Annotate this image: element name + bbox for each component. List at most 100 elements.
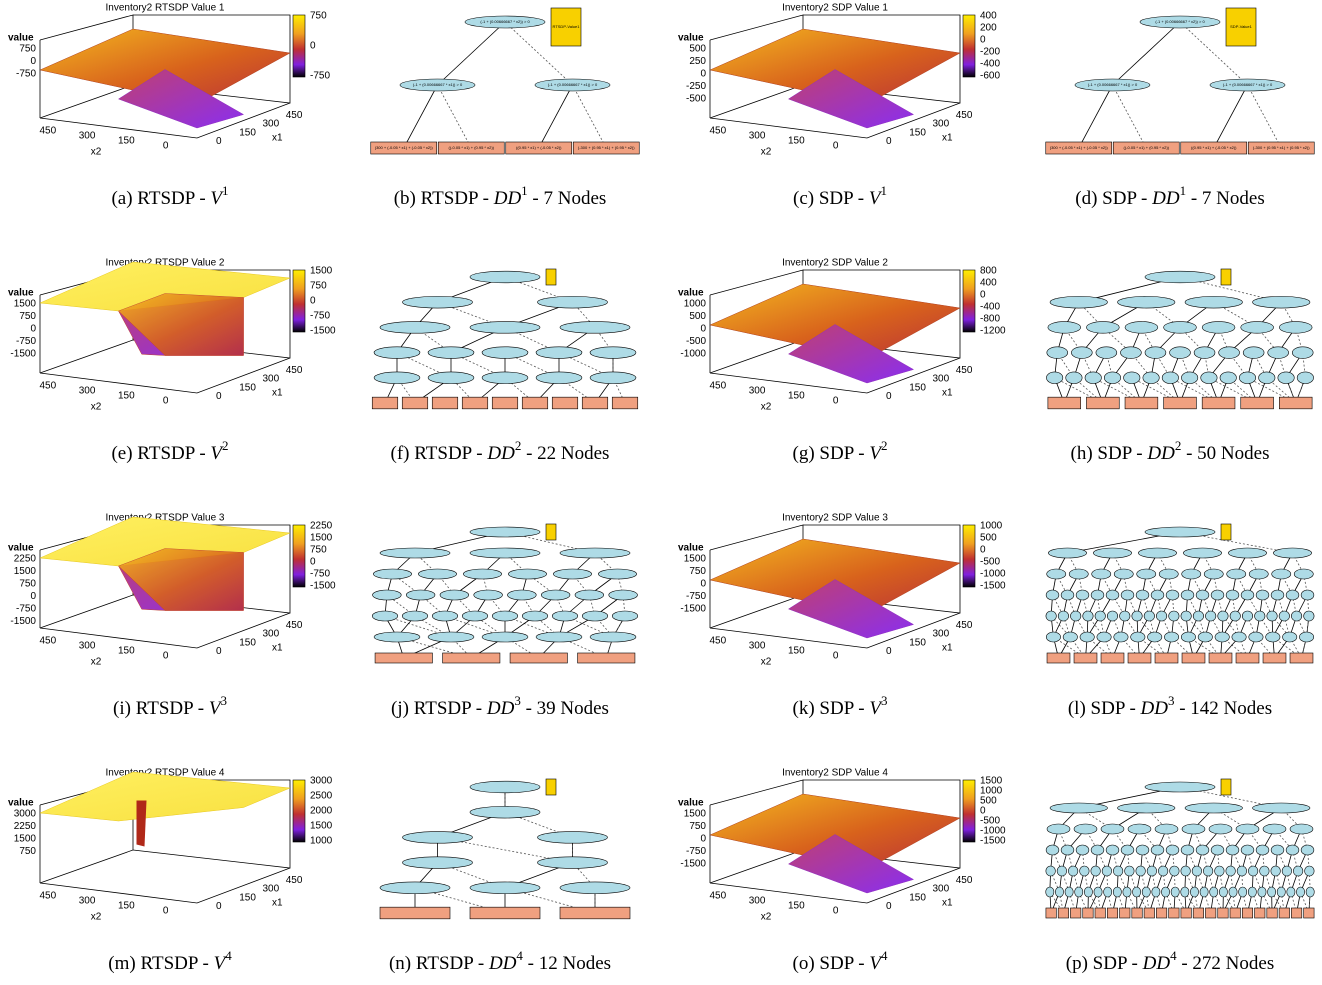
caption-prefix: (a) RTSDP - (111, 188, 210, 209)
colorbar-tick-label: 500 (980, 533, 997, 544)
x1-tick-label: 450 (286, 365, 303, 376)
x1-axis-label: x1 (942, 133, 953, 144)
decision-node (1166, 590, 1179, 600)
caption: (b) RTSDP - DD1 - 7 Nodes (394, 183, 607, 209)
leaf-node (1169, 908, 1179, 918)
decision-node (1170, 347, 1191, 359)
decision-node (1069, 569, 1088, 579)
leaf-node (1074, 653, 1097, 663)
decision-node (1080, 632, 1094, 642)
z-tick-label: 750 (689, 821, 706, 832)
decision-node (508, 569, 546, 579)
colorbar-tick-label: -1500 (310, 326, 336, 337)
decision-node (1136, 845, 1149, 855)
leaf-node (380, 907, 450, 919)
leaf-node (578, 653, 635, 663)
leaf-node (432, 397, 458, 409)
leaf-node (522, 397, 548, 409)
z-tick-label: -750 (686, 846, 706, 857)
caption-symbol: DD (486, 443, 515, 464)
decision-node (462, 611, 488, 621)
decision-node (1133, 887, 1141, 897)
decision-node (470, 322, 540, 334)
x1-tick-label: 300 (262, 884, 279, 895)
node-label: (-1 + (0.00666667 * x1)) > 0 (1088, 82, 1138, 87)
leaf-node (1120, 908, 1130, 918)
decision-node (1229, 887, 1237, 897)
leaf-node (402, 397, 428, 409)
decision-node (1120, 347, 1141, 359)
x1-tick-label: 450 (956, 620, 973, 631)
edge (1214, 85, 1248, 148)
decision-node (1181, 866, 1191, 876)
decision-node (1253, 296, 1310, 308)
decision-node (1181, 372, 1197, 384)
z-tick-label: 2250 (14, 554, 37, 565)
leaf-node (1181, 908, 1191, 918)
x2-tick-label: 450 (710, 126, 727, 137)
leaf-node (1156, 908, 1166, 918)
decision-node (1046, 611, 1056, 621)
z-tick-label: -750 (686, 591, 706, 602)
decision-node (1047, 824, 1070, 834)
caption-suffix: - 7 Nodes (1186, 188, 1265, 209)
decision-node (1148, 632, 1162, 642)
leaf-node (1290, 653, 1313, 663)
decision-node (1301, 845, 1314, 855)
decision-node (492, 611, 518, 621)
decision-node (1291, 611, 1301, 621)
z-tick-label: 1000 (684, 299, 707, 310)
decision-node (1190, 887, 1198, 897)
x2-axis-label: x2 (761, 657, 772, 668)
decision-node (380, 322, 450, 334)
edge (438, 85, 472, 148)
colorbar (963, 780, 975, 842)
leaf-node (462, 397, 488, 409)
leaf-node (1182, 653, 1205, 663)
z-axis-label: value (678, 798, 704, 809)
x2-tick-label: 300 (749, 641, 766, 652)
decision-node (1228, 548, 1266, 558)
decision-node (1142, 887, 1150, 897)
caption-prefix: (l) SDP - (1068, 698, 1141, 719)
decision-node (508, 590, 537, 600)
decision-node (1131, 632, 1145, 642)
decision-node (1164, 632, 1178, 642)
leaf-label: (-300 + (0.95 * x1) + (0.95 * x2)) (578, 145, 635, 150)
x2-axis-label: x2 (761, 147, 772, 158)
z-tick-label: -750 (16, 336, 36, 347)
node-label: (-1 + (0.00666667 * x1)) > 0 (413, 82, 463, 87)
caption-prefix: (o) SDP - (793, 953, 870, 974)
x1-tick-label: 450 (286, 620, 303, 631)
x2-tick-label: 0 (833, 906, 839, 917)
decision-node (470, 271, 540, 283)
leaf-node (492, 397, 518, 409)
caption-prefix: (i) RTSDP - (113, 698, 209, 719)
z-tick-label: -500 (686, 94, 706, 105)
decision-node (1242, 611, 1252, 621)
x2-tick-label: 0 (163, 396, 169, 407)
leaf-label: (300 + (-0.05 * x1) + (-0.05 * x2)) (375, 145, 434, 150)
x2-axis-label: x2 (761, 912, 772, 923)
decision-node (1161, 887, 1169, 897)
decision-node (1273, 548, 1311, 558)
leaf-node (1132, 908, 1142, 918)
decision-node (1258, 887, 1266, 897)
edge (1248, 85, 1282, 148)
leaf-node (510, 653, 567, 663)
x2-tick-label: 0 (163, 906, 169, 917)
decision-node (1201, 372, 1217, 384)
decision-node (1147, 866, 1157, 876)
x2-tick-label: 450 (40, 126, 57, 137)
decision-node (1290, 824, 1313, 834)
z-axis-label: value (8, 543, 34, 554)
decision-node (402, 611, 428, 621)
decision-node (1143, 372, 1159, 384)
plot-title: Inventory2 SDP Value 4 (782, 768, 888, 779)
decision-node (1219, 347, 1240, 359)
decision-node (1162, 372, 1178, 384)
decision-node (1145, 782, 1215, 792)
x1-tick-label: 0 (216, 646, 222, 657)
x1-tick-label: 0 (886, 646, 892, 657)
decision-node (1209, 824, 1232, 834)
